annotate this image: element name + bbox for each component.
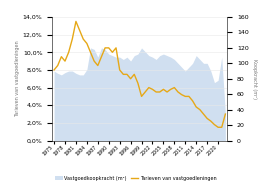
Y-axis label: Tarieven van vastgoedleningen: Tarieven van vastgoedleningen [15,41,20,117]
Legend: Vastgoedkoopkracht (m²), Tarieven van vastgoedleningen: Vastgoedkoopkracht (m²), Tarieven van va… [53,174,219,183]
Y-axis label: Koopkracht (m²): Koopkracht (m²) [252,59,257,99]
